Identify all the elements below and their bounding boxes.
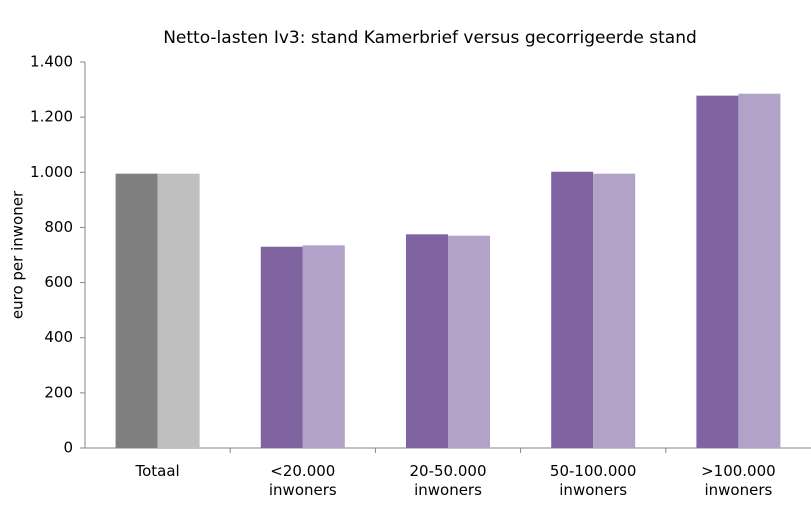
y-tick-label: 200 [44, 383, 73, 401]
x-tick-label: 20-50.000 inwoners [409, 462, 487, 499]
bar [448, 235, 490, 448]
bar [593, 173, 636, 448]
bar [551, 171, 594, 448]
y-tick-label: 1.000 [30, 163, 73, 181]
bar [260, 246, 303, 448]
y-tick-label: 400 [44, 328, 73, 346]
y-tick-label: 1.200 [30, 108, 73, 126]
y-tick-label: 1.400 [30, 53, 73, 71]
bar [738, 93, 781, 448]
y-tick-label: 0 [63, 439, 73, 457]
bar [696, 95, 739, 448]
y-axis-title: euro per inwoner [9, 190, 27, 319]
chart-title: Netto-lasten Iv3: stand Kamerbrief versu… [163, 28, 697, 48]
x-tick-label: <20.000 inwoners [268, 462, 337, 499]
bar [157, 173, 200, 448]
y-tick-label: 800 [44, 218, 73, 236]
bar [115, 173, 158, 448]
bar [302, 245, 345, 448]
bar [406, 234, 448, 448]
x-tick-label: Totaal [135, 462, 180, 480]
x-tick-label: >100.000 inwoners [701, 462, 776, 499]
y-tick-label: 600 [44, 273, 73, 291]
x-tick-label: 50-100.000 inwoners [549, 462, 637, 499]
